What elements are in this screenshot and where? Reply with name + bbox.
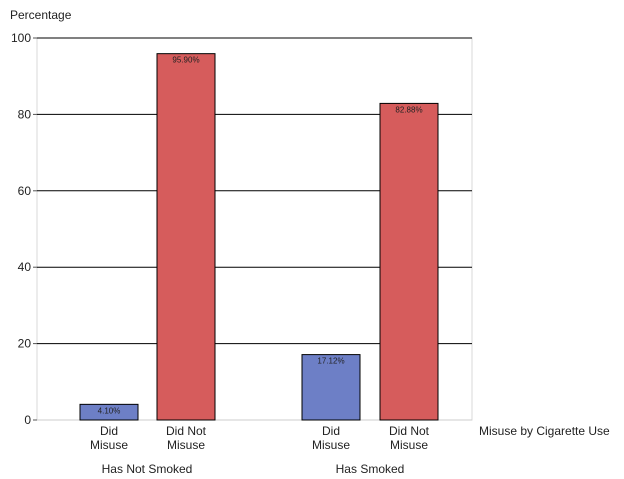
x-tick-label: Did Not xyxy=(166,424,207,438)
bar-value-label: 82.88% xyxy=(395,105,422,114)
y-axis-label: Percentage xyxy=(10,8,72,22)
x-tick-label: Did xyxy=(322,424,340,438)
bar-value-label: 95.90% xyxy=(172,56,199,65)
bar xyxy=(301,354,361,421)
bar xyxy=(79,403,139,421)
y-tick-label: 0 xyxy=(24,413,31,427)
x-tick-label: Misuse xyxy=(390,438,428,452)
x-tick-label: Did xyxy=(100,424,118,438)
x-axis-label: Misuse by Cigarette Use xyxy=(479,424,610,438)
bar xyxy=(156,53,216,421)
bar-value-label: 4.10% xyxy=(98,406,121,415)
group-label: Has Not Smoked xyxy=(102,462,193,476)
y-tick-label: 80 xyxy=(18,107,32,121)
bar xyxy=(379,102,439,421)
x-tick-label: Misuse xyxy=(167,438,205,452)
bar-value-label: 17.12% xyxy=(317,357,344,366)
y-tick-label: 60 xyxy=(18,184,32,198)
x-tick-label: Misuse xyxy=(312,438,350,452)
y-tick-label: 20 xyxy=(18,337,32,351)
group-label: Has Smoked xyxy=(336,462,405,476)
x-tick-label: Did Not xyxy=(389,424,430,438)
x-tick-label: Misuse xyxy=(90,438,128,452)
y-tick-label: 40 xyxy=(18,260,32,274)
y-tick-label: 100 xyxy=(11,31,31,45)
